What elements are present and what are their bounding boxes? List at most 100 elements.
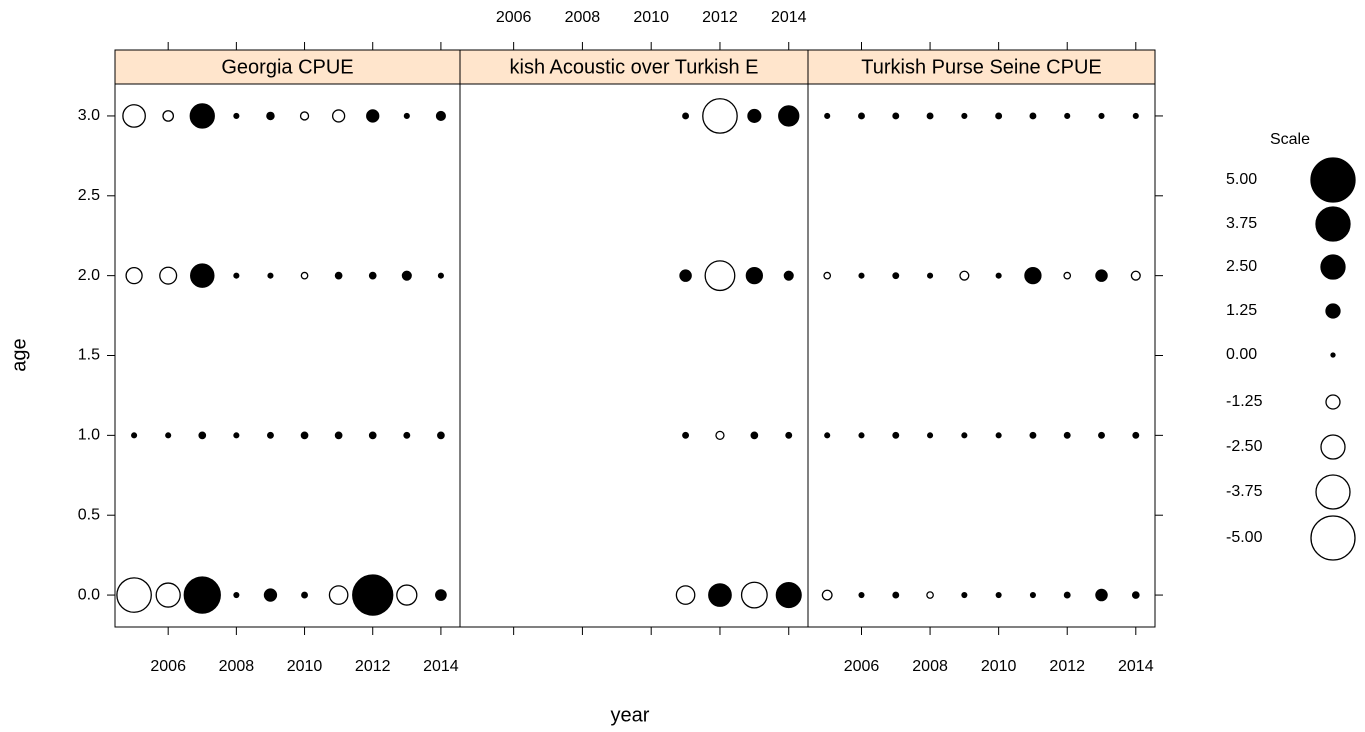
bubble (1029, 112, 1037, 120)
bubble (437, 272, 444, 279)
legend-label: -1.25 (1226, 393, 1263, 410)
bubble (233, 432, 240, 439)
bubble (682, 431, 690, 439)
panel-frame (459, 83, 809, 628)
bubble (892, 112, 900, 120)
bubble (131, 432, 138, 439)
bubble (682, 112, 690, 120)
x-tick-label: 2008 (912, 658, 948, 675)
x-tick-label: 2006 (844, 658, 880, 675)
bubble (1132, 112, 1139, 119)
bubble (1029, 592, 1036, 599)
bubble (747, 108, 762, 123)
legend-symbol (1315, 206, 1351, 242)
legend-label: 0.00 (1226, 346, 1257, 363)
bubble (299, 111, 310, 121)
bubble (266, 111, 275, 121)
y-tick-label: 2.0 (78, 267, 100, 284)
bubble (858, 272, 865, 279)
bubble (1131, 591, 1140, 599)
bubble (263, 588, 278, 602)
bubble (1063, 591, 1071, 599)
panel-title: kish Acoustic over Turkish E (510, 56, 759, 78)
y-tick-label: 1.0 (78, 427, 100, 444)
x-tick-label: 2006 (496, 9, 532, 26)
bubble (995, 272, 1002, 279)
bubble (122, 104, 146, 128)
bubble (183, 576, 221, 614)
bubble (334, 431, 343, 440)
bubble (961, 432, 968, 439)
bubble (892, 591, 900, 599)
bubble (708, 583, 732, 607)
legend-symbol (1315, 474, 1351, 510)
bubble (165, 432, 172, 439)
y-tick-label: 3.0 (78, 107, 100, 124)
legend-symbol (1310, 515, 1356, 561)
x-tick-label: 2010 (633, 9, 669, 26)
strip (114, 49, 461, 85)
x-tick-label: 2012 (702, 9, 738, 26)
bubble (368, 431, 377, 440)
legend-label: -2.50 (1226, 438, 1263, 455)
bubble (783, 270, 794, 281)
bubble (116, 577, 152, 613)
bubble (403, 431, 411, 439)
bubble (403, 112, 410, 119)
bubble (961, 112, 968, 119)
bubble (995, 112, 1003, 120)
legend-title: Scale (1270, 131, 1310, 148)
bubble (824, 432, 831, 439)
x-tick-label: 2014 (423, 658, 459, 675)
bubble (368, 271, 377, 280)
bubble (679, 269, 692, 282)
legend-symbol (1325, 394, 1341, 410)
x-tick-label: 2012 (355, 658, 391, 675)
x-tick-label: 2008 (219, 658, 255, 675)
legend-symbol (1320, 434, 1346, 460)
legend-label: 1.25 (1226, 302, 1257, 319)
bubble (740, 581, 768, 609)
bubble (1130, 270, 1141, 281)
x-tick-label: 2008 (565, 9, 601, 26)
bubble (366, 109, 380, 123)
bubble (189, 103, 215, 129)
bubble (396, 584, 418, 606)
bubble (267, 431, 274, 439)
bubble (1029, 431, 1037, 439)
bubble (233, 592, 240, 599)
bubble (328, 585, 349, 605)
bubble (858, 432, 865, 439)
bubble (155, 582, 181, 608)
bubble (995, 432, 1002, 439)
bubble (892, 431, 900, 439)
bubble (162, 110, 175, 122)
legend-symbol (1330, 352, 1336, 358)
bubble (1098, 112, 1105, 119)
panel-title: Turkish Purse Seine CPUE (861, 56, 1101, 78)
bubble (675, 585, 696, 605)
bubble (1063, 431, 1071, 439)
x-tick-label: 2012 (1049, 658, 1085, 675)
legend-label: 5.00 (1226, 171, 1257, 188)
strip (807, 49, 1156, 85)
bubble (927, 272, 934, 279)
y-tick-label: 2.5 (78, 187, 100, 204)
bubble (300, 271, 309, 280)
bubble (233, 112, 240, 119)
bubble (926, 112, 934, 120)
legend-symbol (1310, 157, 1356, 203)
bubble (961, 592, 968, 599)
y-tick-label: 0.5 (78, 506, 100, 523)
bubble (1064, 112, 1071, 119)
bubble (892, 272, 900, 280)
bubble (334, 271, 343, 280)
x-tick-label: 2014 (771, 9, 807, 26)
bubble (401, 270, 412, 281)
strip (459, 49, 809, 85)
bubble (233, 272, 240, 279)
bubble (1095, 588, 1108, 602)
panel-frame (807, 83, 1156, 628)
bubble (352, 574, 394, 616)
bubble (750, 431, 759, 440)
